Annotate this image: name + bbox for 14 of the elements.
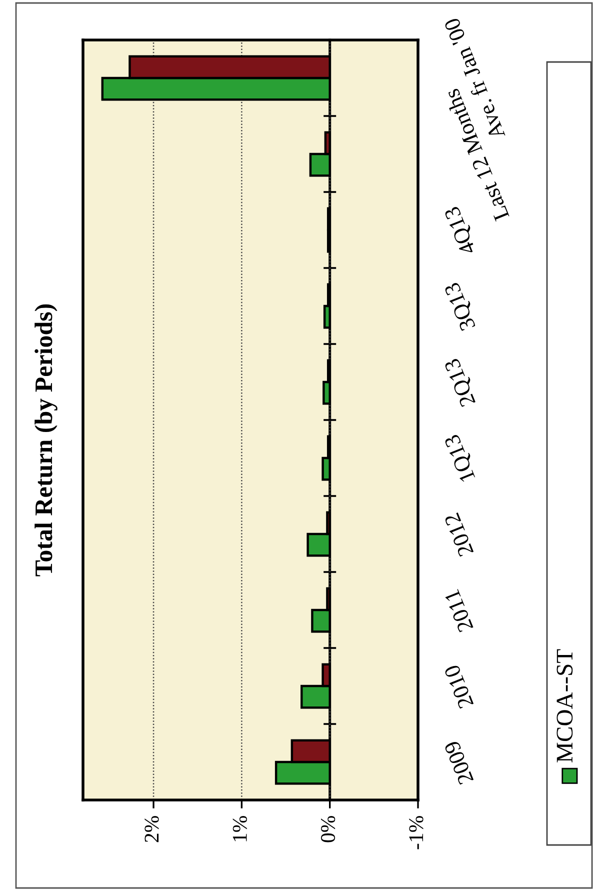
- y-tick-label: 2010: [444, 664, 474, 710]
- x-tick-label: 1%: [232, 816, 247, 842]
- x-tick-label: -1%: [409, 816, 424, 850]
- y-tick-label: 2009: [444, 740, 474, 786]
- y-tick-label: 4Q13: [444, 204, 479, 256]
- text: Total Return (by Periods): [34, 304, 58, 576]
- text: MCOA--ST: [556, 649, 573, 762]
- y-tick-label: 2012: [444, 512, 474, 558]
- x-tick-label: 2%: [144, 816, 159, 842]
- x-tick-label: 0%: [321, 816, 336, 842]
- y-tick-label: 1Q13: [444, 432, 478, 483]
- y-tick-label: 2Q13: [444, 356, 479, 408]
- y-tick-label: 2011: [444, 588, 474, 633]
- y-tick-label: 3Q13: [444, 280, 479, 332]
